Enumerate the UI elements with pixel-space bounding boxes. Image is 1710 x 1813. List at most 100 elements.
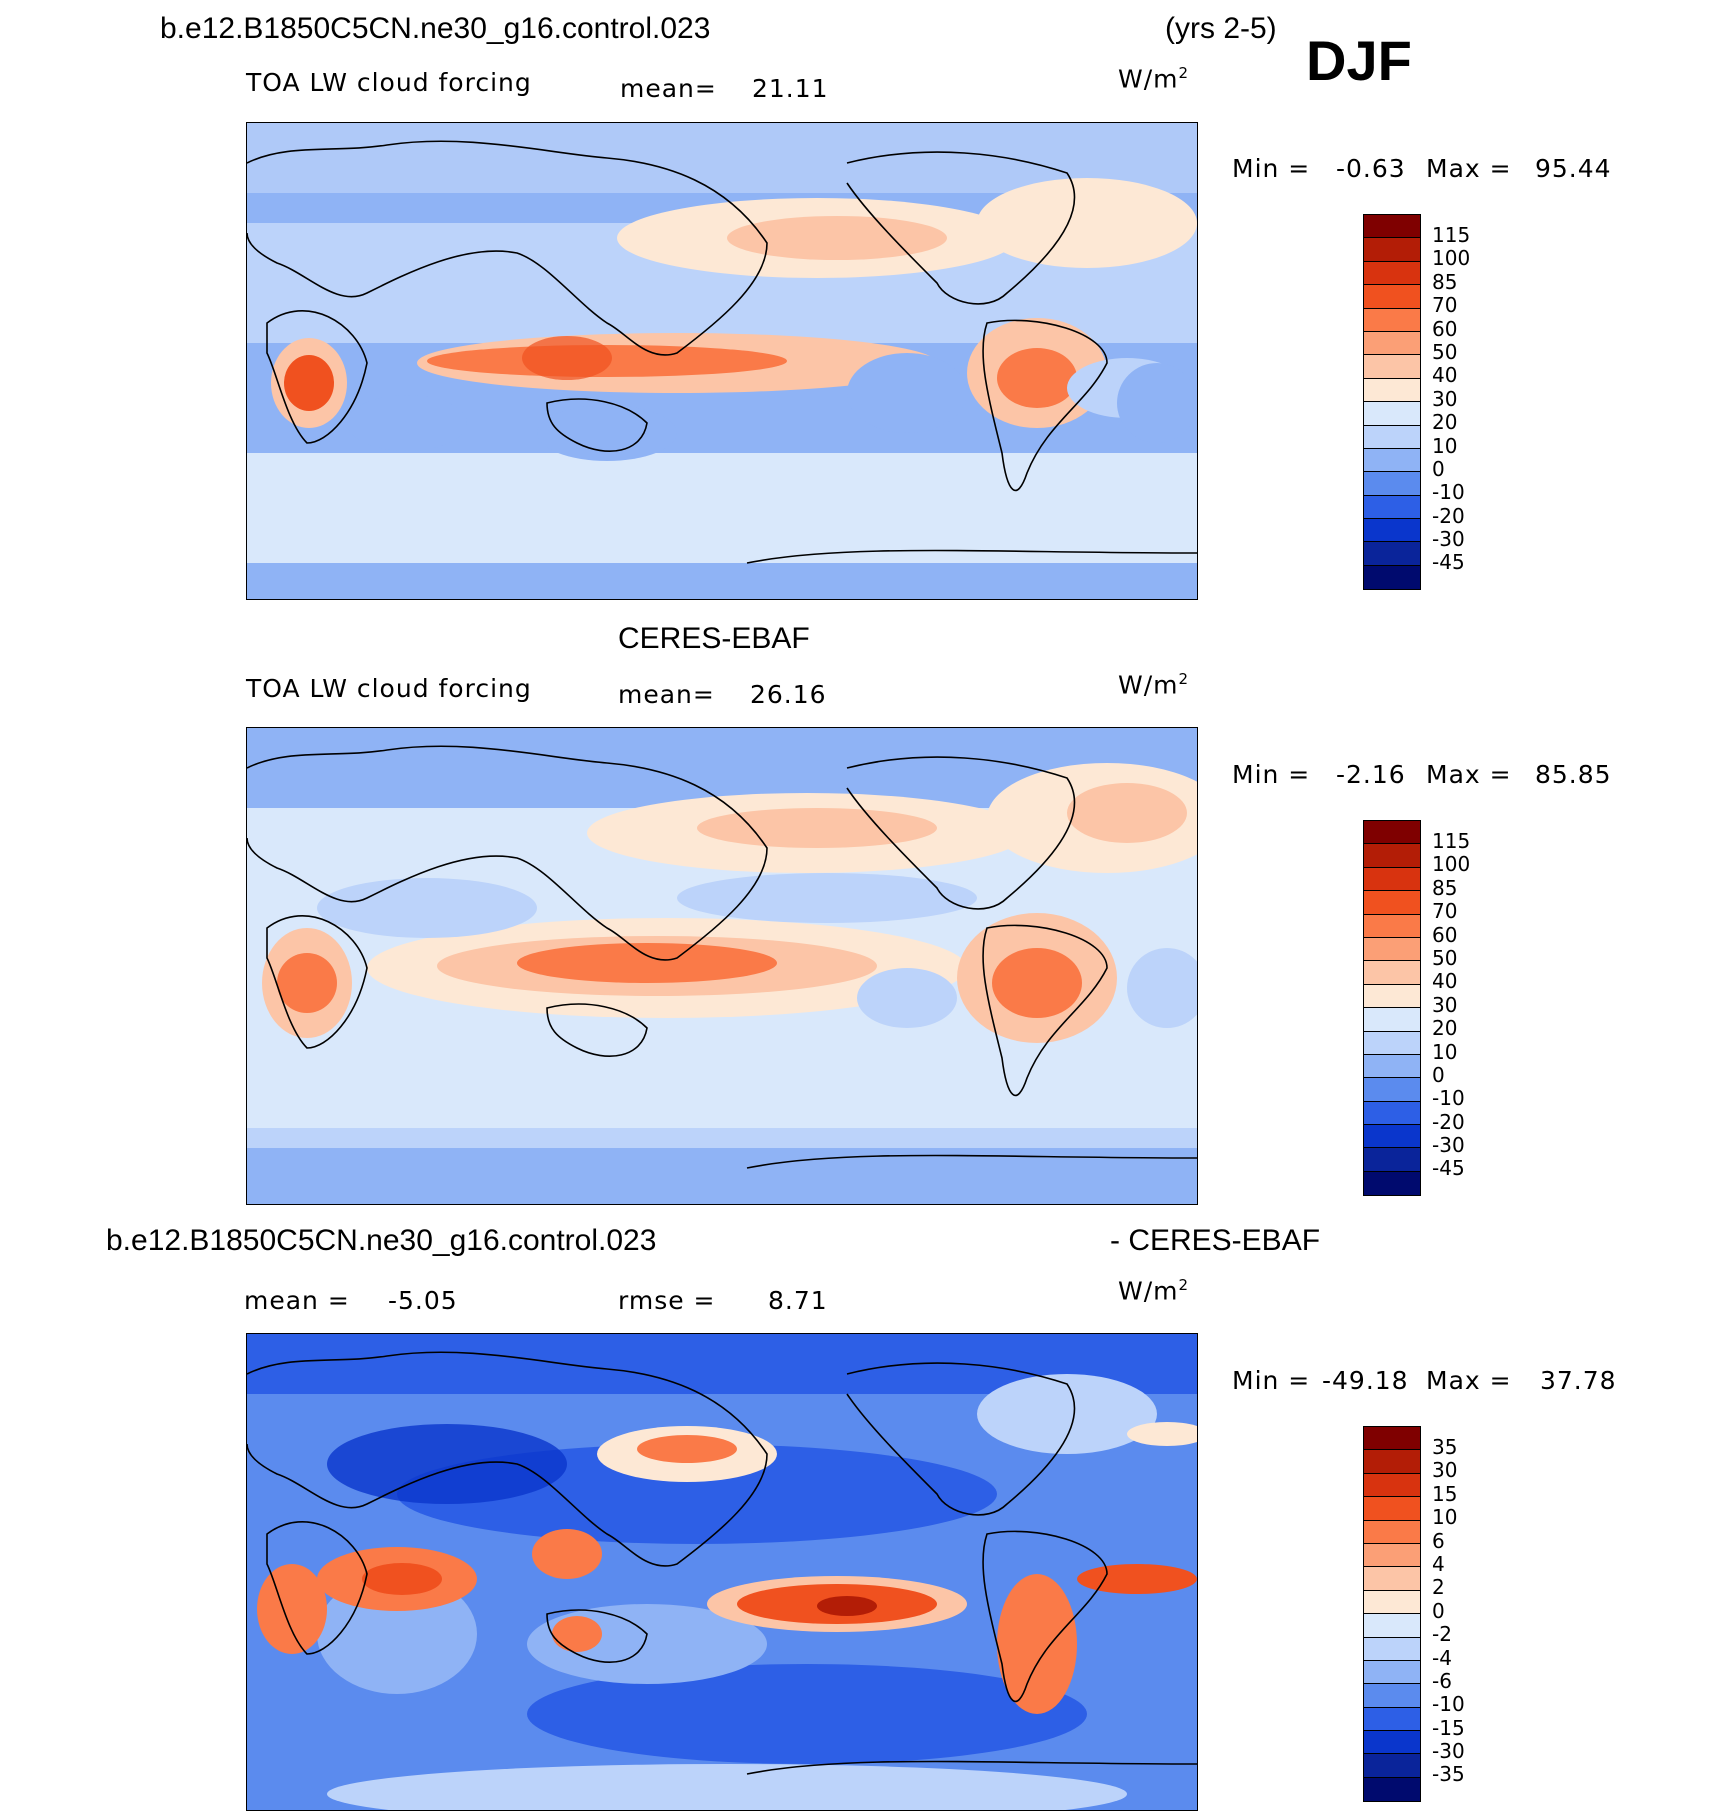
panel1-min-value: -0.63 — [1336, 154, 1406, 183]
panel1-variable-label: TOA LW cloud forcing — [246, 68, 532, 97]
colorbar-swatch — [1364, 1125, 1420, 1149]
colorbar-swatch — [1364, 238, 1420, 262]
colorbar-tick-label: 20 — [1432, 1016, 1458, 1041]
colorbar-swatch — [1364, 308, 1420, 332]
colorbar-swatch — [1364, 1148, 1420, 1172]
colorbar-swatch — [1364, 1660, 1420, 1685]
colorbar-swatch — [1364, 448, 1420, 473]
panel2-max-value: 85.85 — [1535, 760, 1612, 789]
colorbar-swatch — [1364, 495, 1420, 520]
colorbar-swatch — [1364, 1520, 1420, 1544]
panel3-units: W/m2 — [1118, 1276, 1190, 1306]
colorbar-tick-label: 70 — [1432, 293, 1458, 318]
panel3-min-label: Min = — [1232, 1366, 1311, 1395]
colorbar-swatch — [1364, 215, 1420, 239]
panel2-title: CERES-EBAF — [618, 622, 810, 655]
panel3-mean-label: mean = — [244, 1286, 350, 1315]
colorbar-swatch — [1364, 1101, 1420, 1126]
colorbar-swatch — [1364, 519, 1420, 543]
colorbar-tick-label: 100 — [1432, 852, 1471, 877]
panel3-max-label: Max = — [1426, 1366, 1512, 1395]
panel1-mean-label: mean= — [620, 74, 717, 103]
colorbar-tick-label: 2 — [1432, 1575, 1445, 1600]
years-label: (yrs 2-5) — [1165, 12, 1277, 45]
panel3-max-value: 37.78 — [1540, 1366, 1617, 1395]
colorbar-tick-label: 40 — [1432, 969, 1458, 994]
colorbar-swatch — [1364, 1684, 1420, 1708]
colorbar-tick-label: -45 — [1432, 550, 1465, 575]
colorbar-swatch — [1364, 1707, 1420, 1732]
colorbar-swatch — [1364, 472, 1420, 496]
panel2-min-value: -2.16 — [1336, 760, 1406, 789]
colorbar-swatch — [1364, 565, 1420, 590]
panel1-mean-value: 21.11 — [752, 74, 829, 103]
panel1-units: W/m2 — [1118, 64, 1190, 94]
colorbar-tick-label: 30 — [1432, 992, 1458, 1017]
colorbar-swatch — [1364, 914, 1420, 938]
panel1-max-label: Max = — [1426, 154, 1512, 183]
colorbar-swatch — [1364, 1637, 1420, 1661]
colorbar-tick-label: -15 — [1432, 1715, 1465, 1740]
colorbar-tick-label: 0 — [1432, 456, 1445, 481]
panel2-min-label: Min = — [1232, 760, 1311, 789]
colorbar-swatch — [1364, 261, 1420, 286]
panel2-max-label: Max = — [1426, 760, 1512, 789]
colorbar-swatch — [1364, 1171, 1420, 1196]
colorbar-swatch — [1364, 1450, 1420, 1474]
colorbar-swatch — [1364, 1754, 1420, 1778]
colorbar-tick-label: 10 — [1432, 433, 1458, 458]
colorbar-swatch — [1364, 1543, 1420, 1568]
colorbar-swatch — [1364, 1078, 1420, 1102]
panel2-variable-label: TOA LW cloud forcing — [246, 674, 532, 703]
colorbar-tick-label: -30 — [1432, 527, 1465, 552]
colorbar-swatch — [1364, 1590, 1420, 1615]
colorbar-swatch — [1364, 378, 1420, 403]
colorbar-swatch — [1364, 1031, 1420, 1055]
colorbar-swatch — [1364, 1054, 1420, 1079]
panel2-map — [246, 727, 1198, 1205]
colorbar-tick-label: 50 — [1432, 339, 1458, 364]
colorbar-tick-label: 50 — [1432, 945, 1458, 970]
panel3-map — [246, 1333, 1198, 1811]
panel2-colorbar — [1363, 820, 1421, 1196]
colorbar-swatch — [1364, 542, 1420, 566]
colorbar-tick-label: 115 — [1432, 829, 1471, 853]
colorbar-swatch — [1364, 891, 1420, 915]
colorbar-tick-label: 0 — [1432, 1598, 1445, 1623]
panel3-rmse-label: rmse = — [618, 1286, 716, 1315]
colorbar-tick-label: 30 — [1432, 1458, 1458, 1483]
colorbar-swatch — [1364, 355, 1420, 379]
case-name-title: b.e12.B1850C5CN.ne30_g16.control.023 — [160, 12, 711, 45]
colorbar-tick-label: -10 — [1432, 1086, 1465, 1111]
colorbar-tick-label: 115 — [1432, 223, 1471, 247]
colorbar-swatch — [1364, 1567, 1420, 1591]
colorbar-swatch — [1364, 1008, 1420, 1032]
colorbar-swatch — [1364, 1497, 1420, 1521]
panel3-min-value: -49.18 — [1322, 1366, 1409, 1395]
colorbar-tick-label: -20 — [1432, 1109, 1465, 1134]
colorbar-swatch — [1364, 1731, 1420, 1755]
colorbar-swatch — [1364, 937, 1420, 962]
panel2-colorbar-labels: 115 100 85 70 60 50 40 30 20 10 0 -10 -20 -30 -45 — [1432, 829, 1471, 1181]
colorbar-tick-label: 85 — [1432, 269, 1458, 294]
colorbar-tick-label: -30 — [1432, 1133, 1465, 1158]
panel2-mean-value: 26.16 — [750, 680, 827, 709]
colorbar-tick-label: -2 — [1432, 1622, 1452, 1647]
colorbar-swatch — [1364, 285, 1420, 309]
colorbar-tick-label: 70 — [1432, 899, 1458, 924]
colorbar-tick-label: -6 — [1432, 1668, 1452, 1693]
colorbar-swatch — [1364, 1473, 1420, 1498]
colorbar-tick-label: 85 — [1432, 875, 1458, 900]
colorbar-swatch — [1364, 1777, 1420, 1802]
colorbar-tick-label: 10 — [1432, 1505, 1458, 1530]
panel2-units: W/m2 — [1118, 670, 1190, 700]
colorbar-tick-label: -30 — [1432, 1739, 1465, 1764]
panel3-colorbar — [1363, 1426, 1421, 1802]
panel1-colorbar-labels: 115 100 85 70 60 50 40 30 20 10 0 -10 -20 -30 -45 — [1432, 223, 1471, 575]
season-label: DJF — [1306, 29, 1412, 92]
colorbar-swatch — [1364, 331, 1420, 356]
colorbar-tick-label: 30 — [1432, 386, 1458, 411]
colorbar-tick-label: -45 — [1432, 1156, 1465, 1181]
colorbar-swatch — [1364, 1427, 1420, 1451]
colorbar-tick-label: 6 — [1432, 1528, 1445, 1553]
